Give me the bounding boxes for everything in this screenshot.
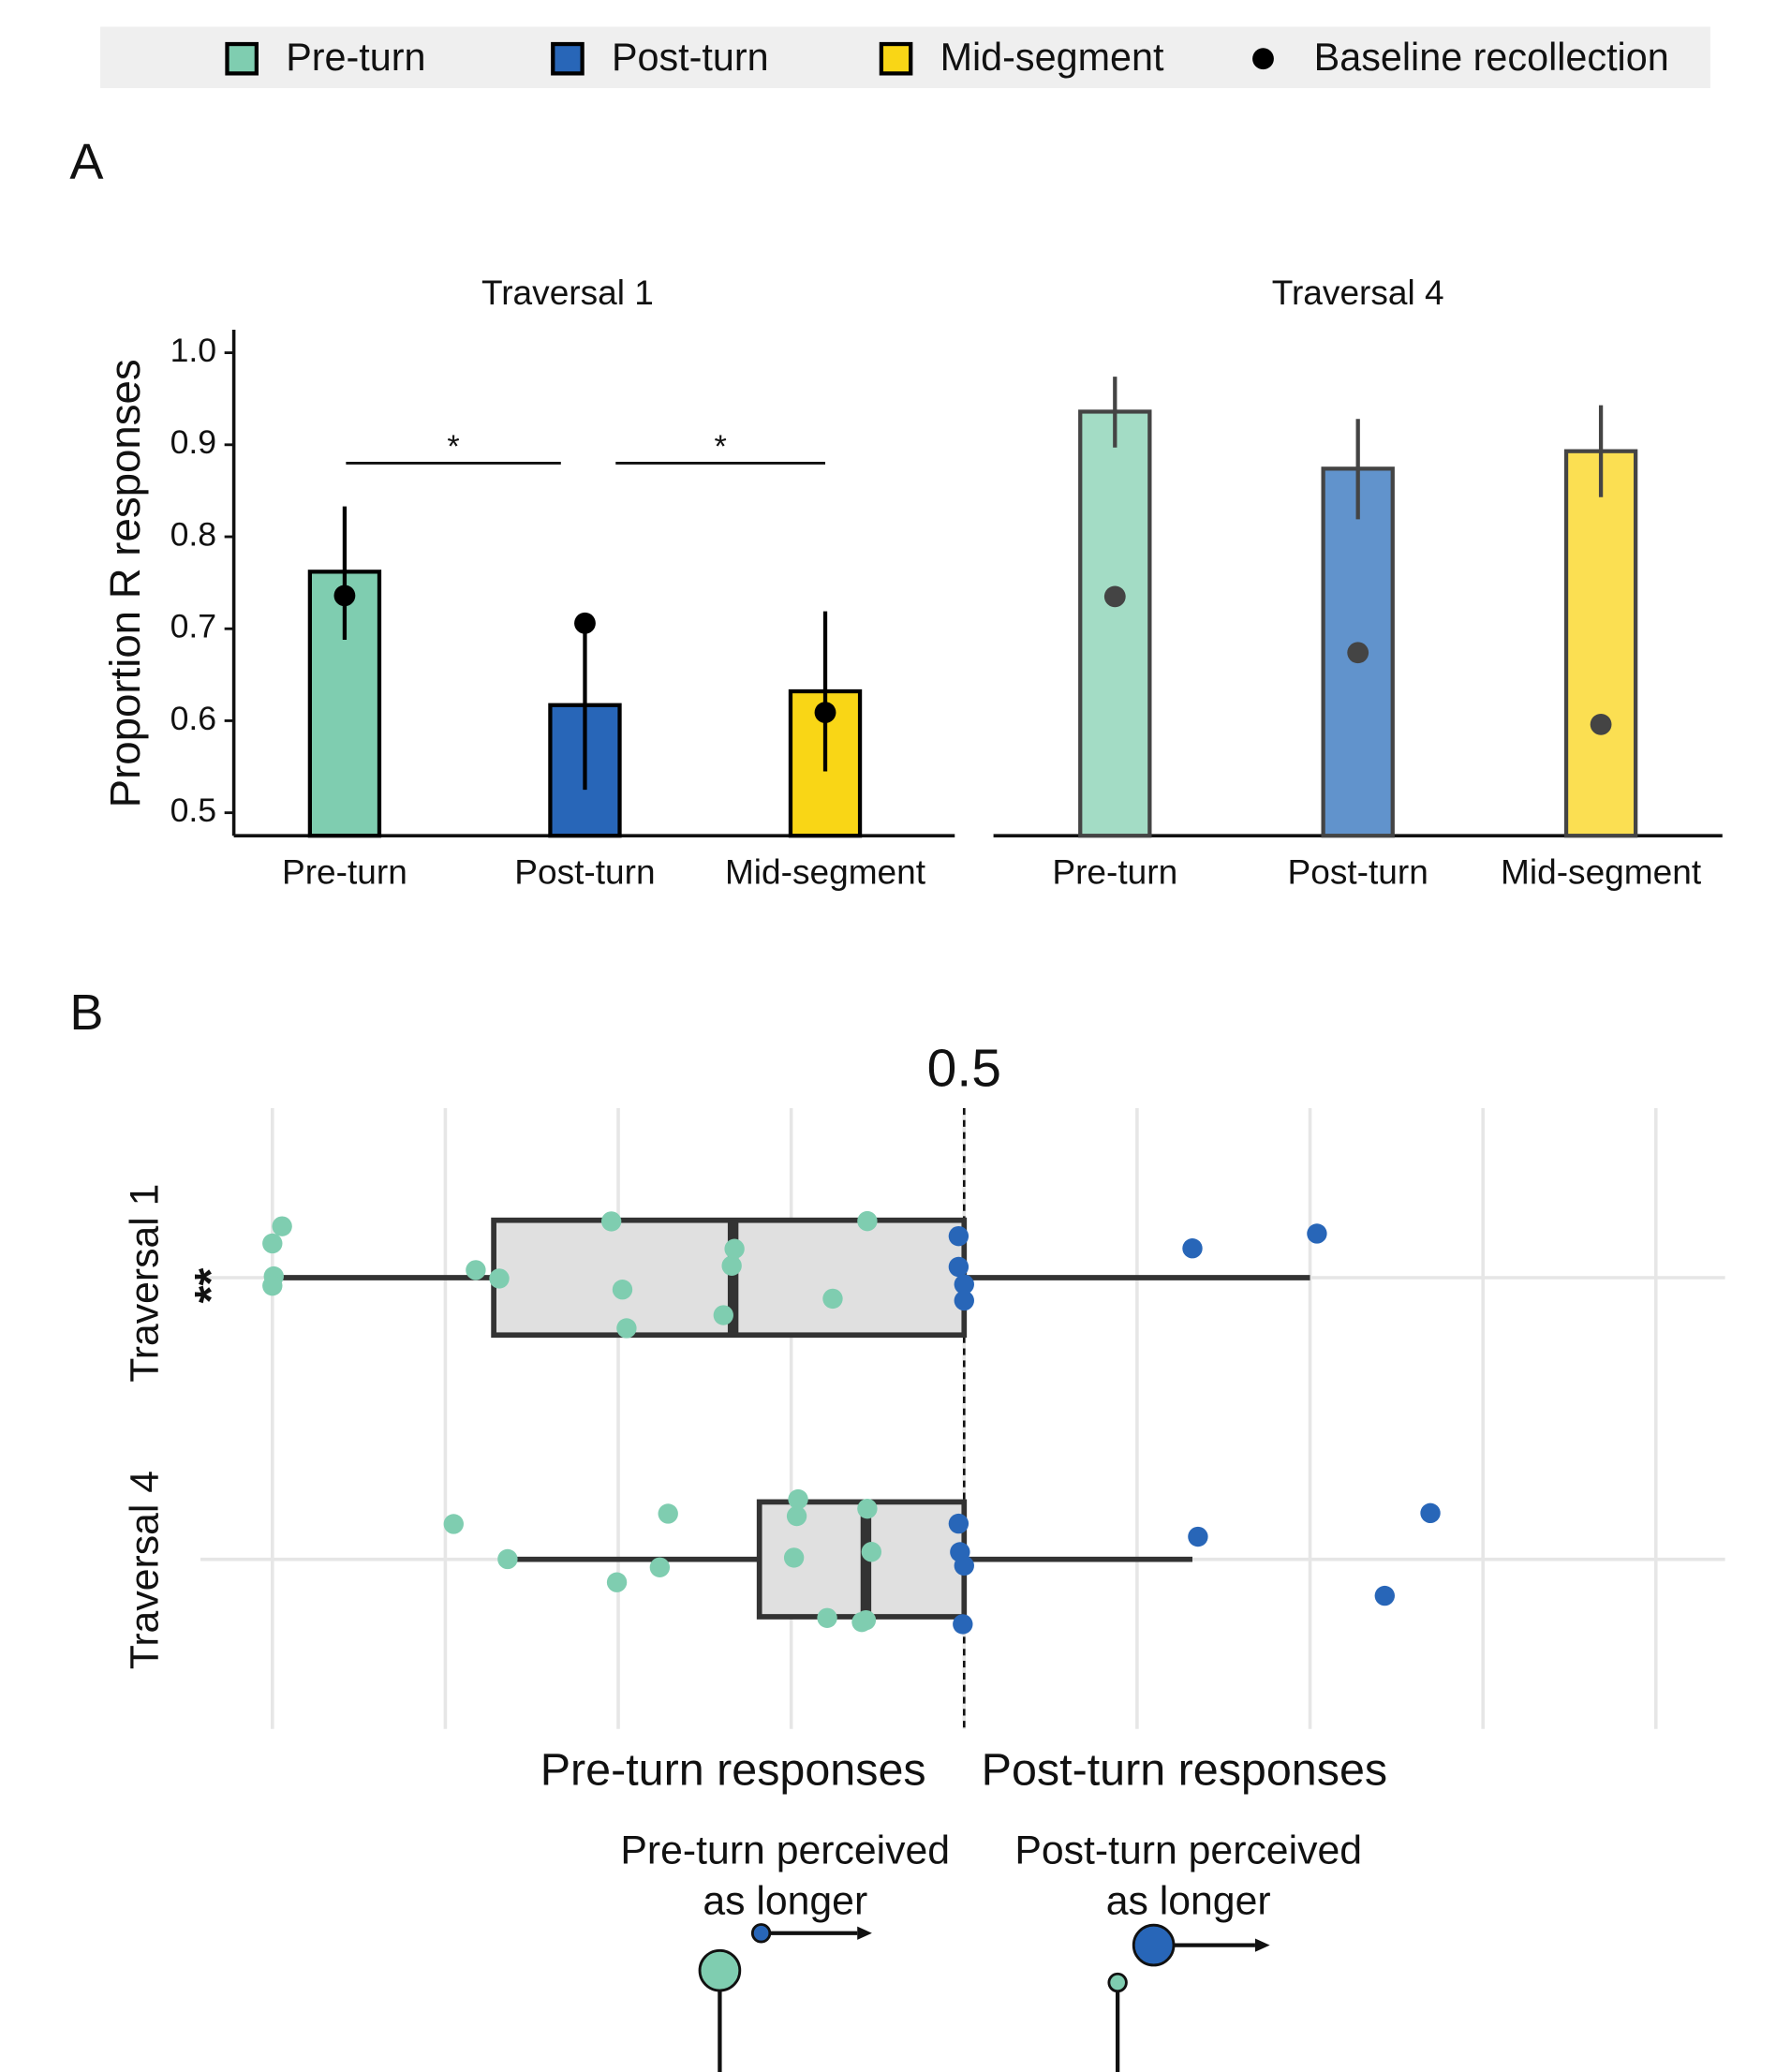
- significance-label: *: [447, 429, 459, 465]
- data-point: [612, 1280, 633, 1300]
- data-point: [1188, 1526, 1208, 1547]
- note-line: as longer: [703, 1879, 867, 1924]
- panel-label: A: [69, 134, 103, 190]
- data-point: [857, 1498, 878, 1519]
- data-point: [658, 1503, 678, 1524]
- legend-swatch: [225, 41, 259, 76]
- data-point: [857, 1210, 878, 1232]
- y-tick-label: 1.0: [170, 332, 217, 369]
- legend-label: Mid-segment: [940, 36, 1164, 79]
- x-tick-label: Pre-turn: [282, 851, 407, 891]
- x-tick-label: Post-turn: [1288, 851, 1428, 891]
- data-point: [272, 1216, 292, 1236]
- data-point: [489, 1268, 510, 1289]
- baseline-dot: [1590, 713, 1612, 735]
- data-point: [616, 1318, 637, 1339]
- y-tick-label: Traversal 1: [122, 1184, 167, 1383]
- data-point: [1307, 1223, 1327, 1244]
- data-point: [606, 1572, 628, 1592]
- data-point: [713, 1305, 733, 1325]
- data-point: [783, 1547, 805, 1568]
- y-tick-label: 0.9: [170, 423, 217, 461]
- significance-label: **: [185, 1268, 236, 1304]
- data-point: [788, 1488, 808, 1510]
- x-tick-label: Mid-segment: [1501, 851, 1702, 891]
- y-tick-label: 0.5: [170, 792, 217, 829]
- x-tick-label: Post-turn: [514, 851, 655, 891]
- data-point: [1420, 1502, 1441, 1524]
- y-tick-label: 0.7: [170, 608, 217, 645]
- significance-label: *: [714, 429, 726, 465]
- data-point: [786, 1505, 807, 1527]
- legend-label: Post-turn: [612, 36, 769, 79]
- data-point: [855, 1609, 877, 1631]
- data-point: [954, 1290, 974, 1311]
- data-point: [954, 1274, 974, 1295]
- note-line: Post-turn perceived: [1014, 1828, 1362, 1873]
- legend-marker: [1252, 48, 1274, 70]
- data-point: [466, 1260, 486, 1280]
- data-point: [262, 1233, 283, 1254]
- data-point: [954, 1555, 974, 1576]
- legend-swatch: [879, 41, 913, 76]
- data-point: [1374, 1585, 1395, 1606]
- data-point: [953, 1614, 973, 1635]
- data-point: [649, 1557, 671, 1577]
- baseline-dot: [574, 612, 596, 634]
- facet-title: Traversal 4: [1272, 273, 1444, 312]
- data-point: [948, 1513, 969, 1534]
- legend-swatch: [551, 41, 585, 76]
- y-tick-label: 0.6: [170, 700, 217, 737]
- y-tick-label: Traversal 4: [122, 1471, 167, 1669]
- data-point: [262, 1275, 283, 1296]
- data-point: [817, 1607, 837, 1628]
- baseline-dot: [333, 585, 356, 607]
- facet-title: Traversal 1: [481, 273, 654, 312]
- data-point: [497, 1548, 518, 1570]
- note-line: Pre-turn perceived: [620, 1828, 950, 1873]
- note-line: as longer: [1106, 1879, 1271, 1924]
- baseline-dot: [814, 702, 836, 724]
- baseline-dot: [1103, 585, 1126, 608]
- x-tick-label: Mid-segment: [725, 851, 926, 891]
- legend-label: Baseline recollection: [1314, 36, 1669, 79]
- data-point: [724, 1238, 745, 1259]
- data-point: [822, 1288, 843, 1310]
- x-tick-label: Pre-turn: [1052, 851, 1177, 891]
- data-point: [721, 1255, 742, 1276]
- y-axis-label: Proportion R responses: [101, 359, 149, 807]
- panel-label: B: [69, 984, 103, 1041]
- y-tick-label: 0.8: [170, 515, 217, 553]
- icon-post-turn-longer: [1107, 1923, 1270, 2072]
- legend-label: Pre-turn: [286, 36, 425, 79]
- icon-pre-turn-longer: [698, 1923, 872, 2072]
- data-point: [861, 1542, 882, 1562]
- response-label: Pre-turn responses: [540, 1745, 926, 1796]
- data-point: [1182, 1238, 1203, 1259]
- x-tick-label: 0.5: [927, 1039, 1001, 1099]
- bar: [1563, 449, 1638, 838]
- response-label: Post-turn responses: [982, 1745, 1387, 1796]
- bar: [1078, 409, 1152, 838]
- data-point: [948, 1225, 969, 1247]
- data-point: [948, 1256, 969, 1278]
- baseline-dot: [1347, 642, 1369, 664]
- data-point: [600, 1211, 622, 1232]
- data-point: [443, 1514, 464, 1534]
